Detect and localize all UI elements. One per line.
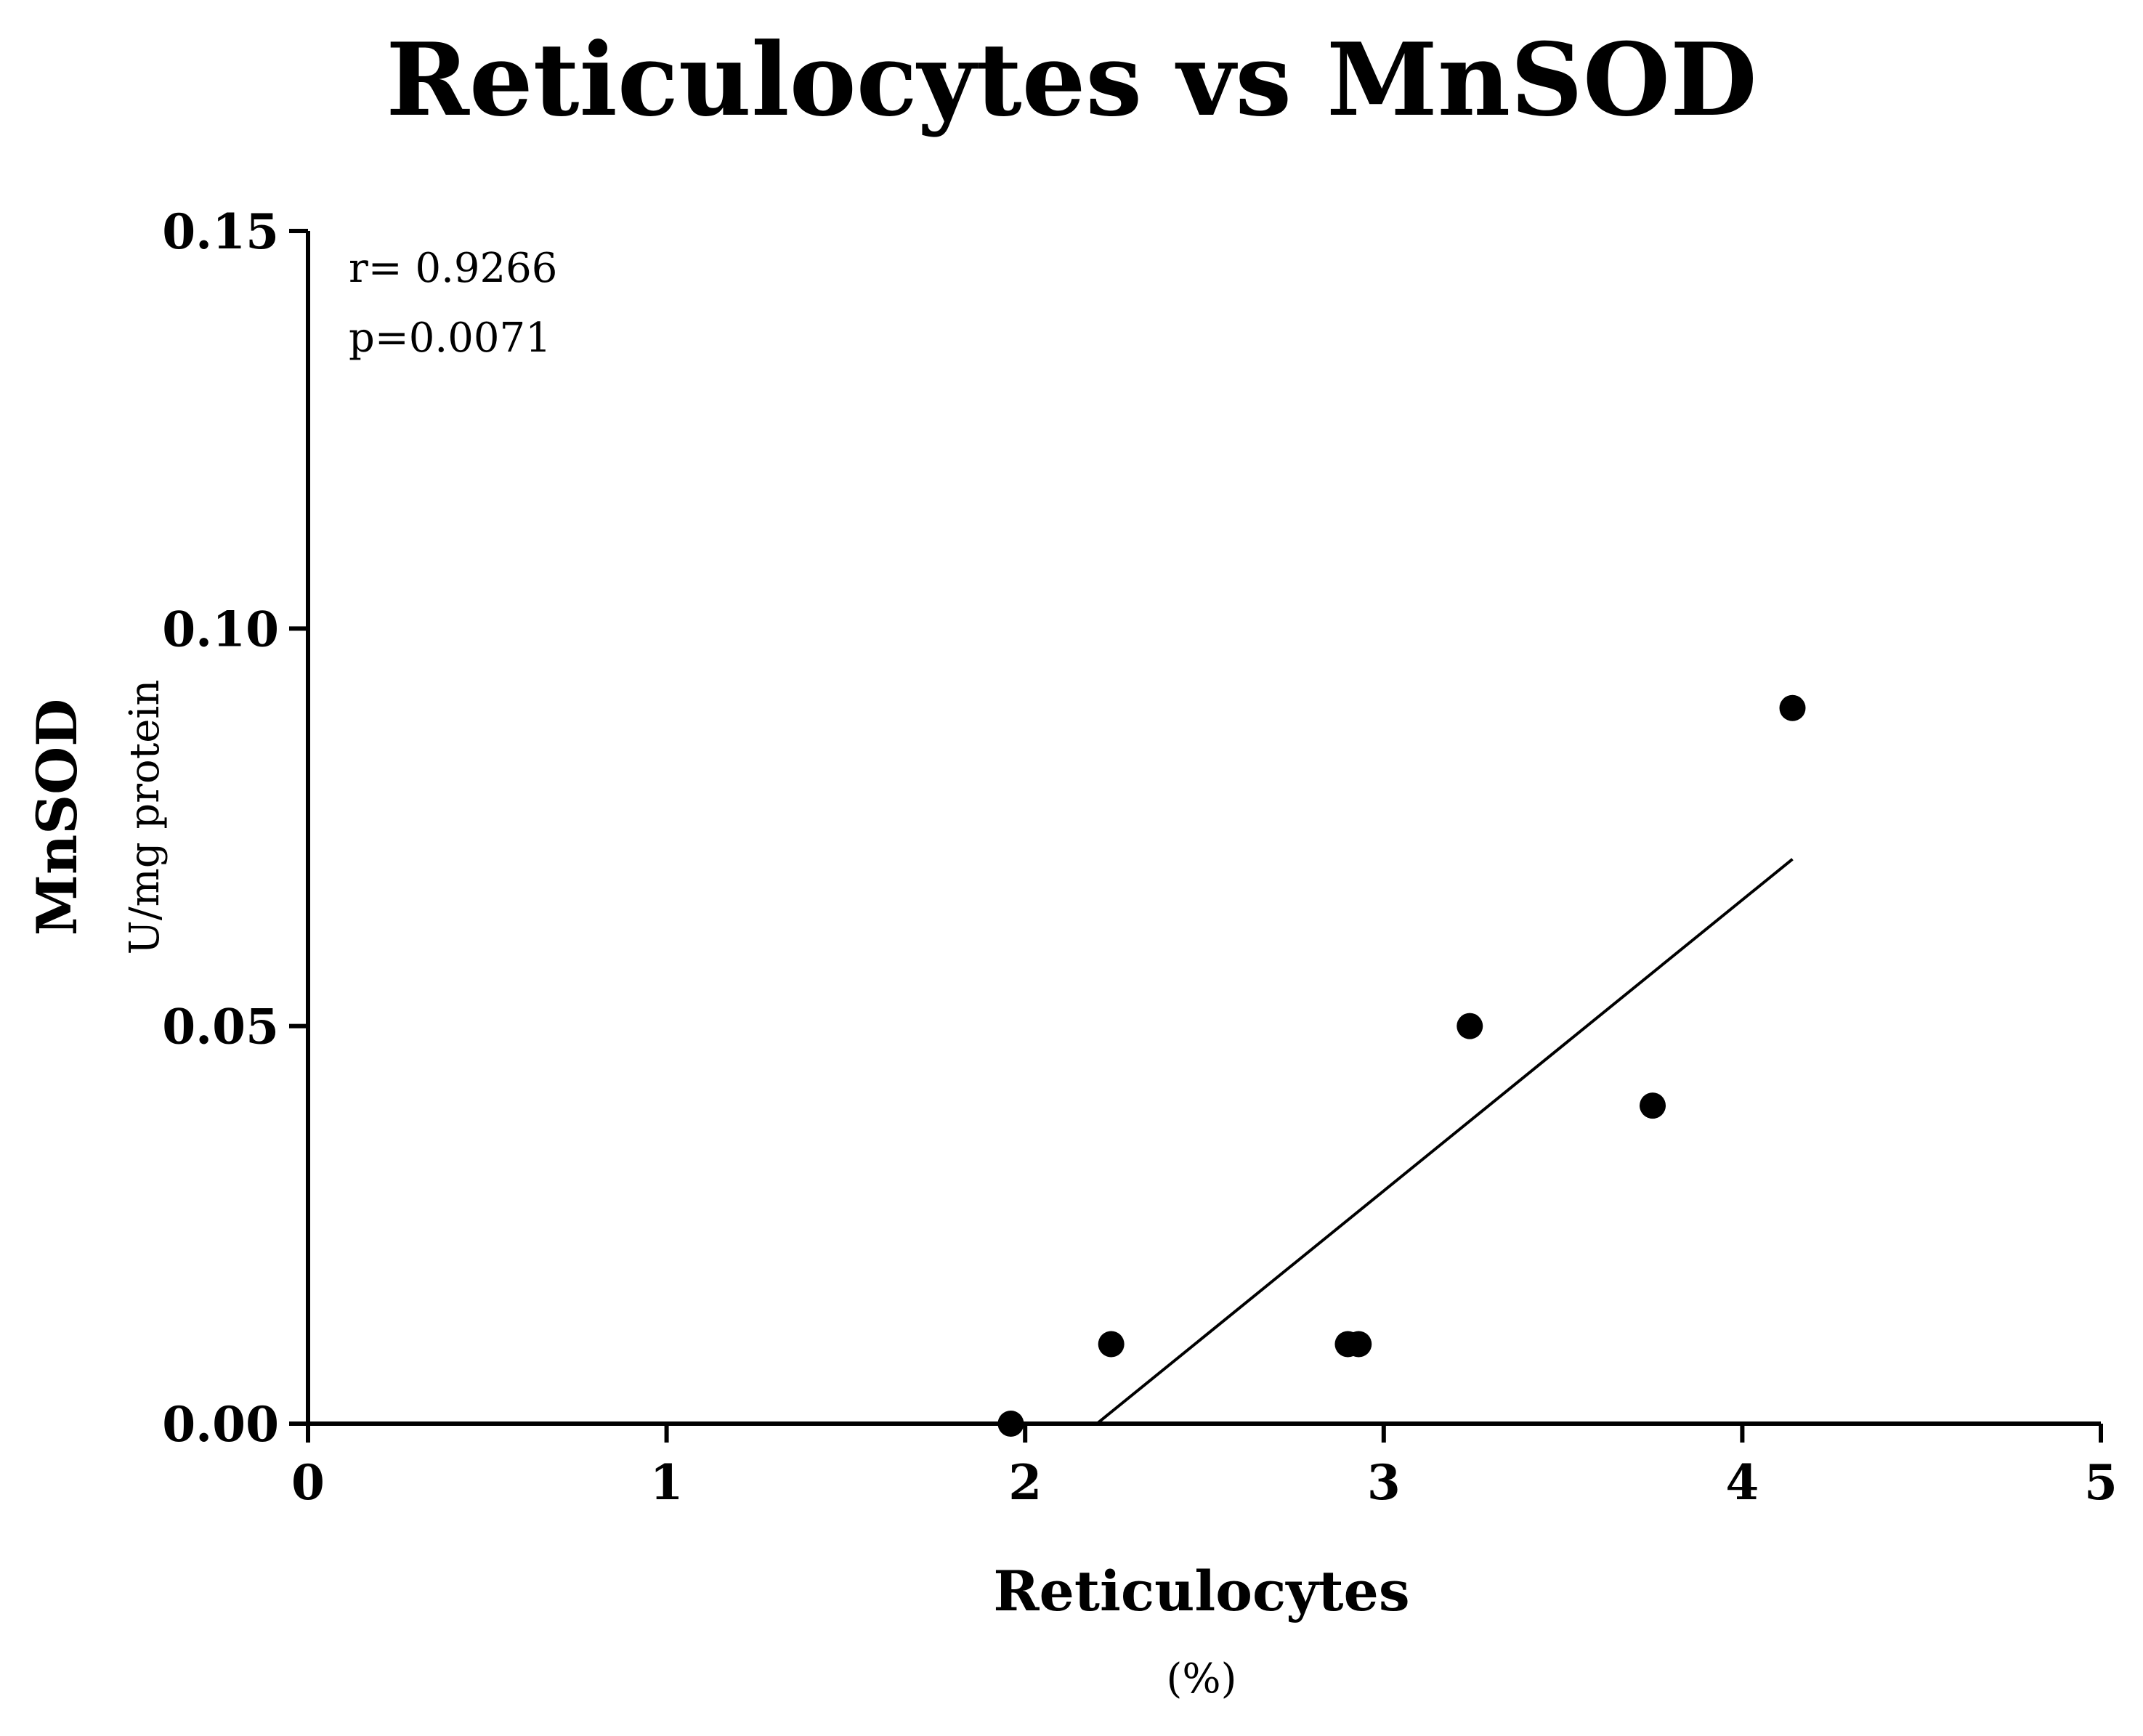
data-point bbox=[1098, 1331, 1125, 1358]
x-tick-label: 1 bbox=[650, 1454, 684, 1511]
y-tick-label: 0.05 bbox=[162, 999, 279, 1055]
x-axis-unit: (%) bbox=[1167, 1655, 1237, 1703]
y-tick-label: 0.15 bbox=[162, 203, 279, 260]
x-tick-label: 2 bbox=[1008, 1454, 1042, 1511]
x-tick-label: 3 bbox=[1367, 1454, 1401, 1511]
regression-line bbox=[1095, 858, 1794, 1425]
data-point bbox=[1345, 1331, 1372, 1358]
chart-title: Reticulocytes vs MnSOD bbox=[386, 20, 1757, 139]
y-axis-unit: U/mg protein bbox=[121, 680, 169, 955]
x-tick-label: 5 bbox=[2084, 1454, 2118, 1511]
data-point bbox=[1640, 1092, 1666, 1119]
r-value-annotation: r= 0.9266 bbox=[349, 245, 557, 292]
data-point bbox=[1779, 694, 1806, 721]
x-tick-label: 4 bbox=[1725, 1454, 1759, 1511]
data-point bbox=[997, 1411, 1024, 1437]
y-tick-label: 0.10 bbox=[162, 601, 279, 657]
x-axis-title: Reticulocytes bbox=[993, 1559, 1409, 1623]
y-tick-label: 0.00 bbox=[162, 1396, 279, 1453]
p-value-annotation: p=0.0071 bbox=[349, 315, 551, 362]
axes bbox=[306, 231, 2101, 1426]
data-point bbox=[1457, 1013, 1483, 1039]
y-axis-title: MnSOD bbox=[25, 699, 89, 936]
x-tick-label: 0 bbox=[291, 1454, 325, 1511]
